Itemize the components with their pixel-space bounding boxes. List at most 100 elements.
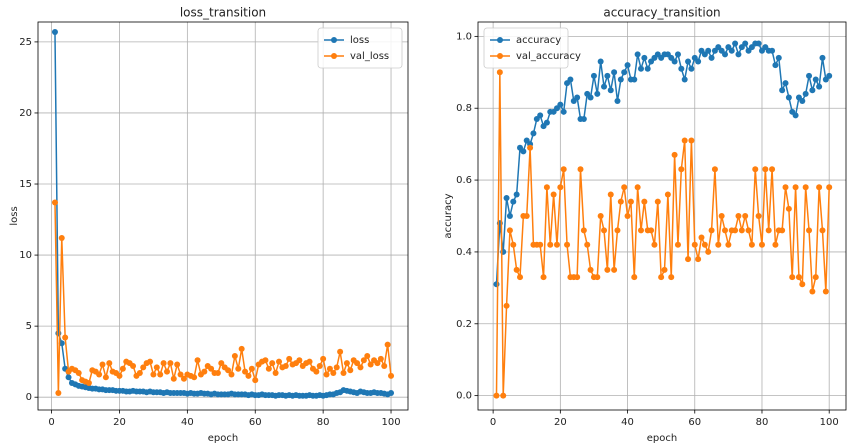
point [792,184,799,191]
point [728,47,735,54]
point [574,94,581,101]
y-tick-label: 15 [19,179,32,190]
point [167,360,174,367]
point [607,87,614,94]
point [597,213,604,219]
point [65,374,72,381]
y-tick-label: 25 [19,37,32,48]
plot-area [38,22,408,410]
point [265,365,272,372]
point [523,213,530,219]
point [282,362,289,369]
series-line [495,72,830,396]
y-tick-label: 0.4 [456,247,472,258]
point [601,83,608,90]
point [75,370,82,377]
point [228,371,235,378]
point [218,360,225,367]
point [560,108,567,115]
point [705,248,712,255]
point [296,357,303,364]
point [333,364,340,371]
point [313,368,320,375]
point [170,375,177,382]
point [96,371,103,378]
point [316,362,323,369]
point [513,191,520,198]
point [540,274,547,281]
point [567,76,574,83]
point [510,198,517,205]
point [685,256,692,263]
point [631,76,638,83]
point [140,364,147,371]
point [320,355,327,362]
point [691,241,698,248]
point [681,137,688,144]
point [772,241,779,248]
legend-label: val_accuracy [516,51,581,62]
x-tick-label: 40 [621,417,634,428]
point [520,148,527,155]
point [621,184,628,191]
point [360,357,367,364]
point [496,69,503,76]
legend-marker [497,37,503,43]
point [668,274,675,281]
y-axis-label: accuracy [443,193,454,238]
point [822,288,829,295]
point [500,392,507,399]
point [163,368,170,375]
point [177,371,184,378]
point [58,340,65,347]
point [792,112,799,119]
point [769,47,776,54]
point [547,241,554,248]
x-tick-label: 100 [820,417,839,428]
point [806,227,813,234]
point [106,360,113,367]
point [590,72,597,79]
point [715,241,722,248]
point [634,184,641,191]
y-tick-label: 0.6 [456,175,472,186]
legend-box [483,27,569,69]
point [130,362,137,369]
legend-label: val_loss [350,51,389,62]
point [802,90,809,97]
point [671,151,678,158]
point [611,69,618,76]
x-tick-label: 20 [113,417,126,428]
point [795,274,802,281]
point [160,360,167,367]
point [354,360,361,367]
point [550,191,557,198]
point [617,198,624,205]
point [252,377,259,384]
point [594,90,601,97]
point [208,365,215,372]
point [157,371,164,378]
point [503,195,510,202]
point [816,83,823,90]
point [513,266,520,273]
point [377,355,384,362]
y-tick-label: 5 [26,321,32,332]
point [648,227,655,234]
point [674,51,681,58]
y-tick-label: 10 [19,250,32,261]
point [681,76,688,83]
point [708,54,715,61]
legend-marker [331,53,337,59]
point [269,360,276,367]
point [755,213,762,219]
point [194,357,201,364]
point [330,370,337,377]
point [102,374,109,381]
point [553,241,560,248]
point [388,372,395,379]
point [812,274,819,281]
point [374,360,381,367]
point [674,241,681,248]
y-tick-label: 20 [19,108,32,119]
